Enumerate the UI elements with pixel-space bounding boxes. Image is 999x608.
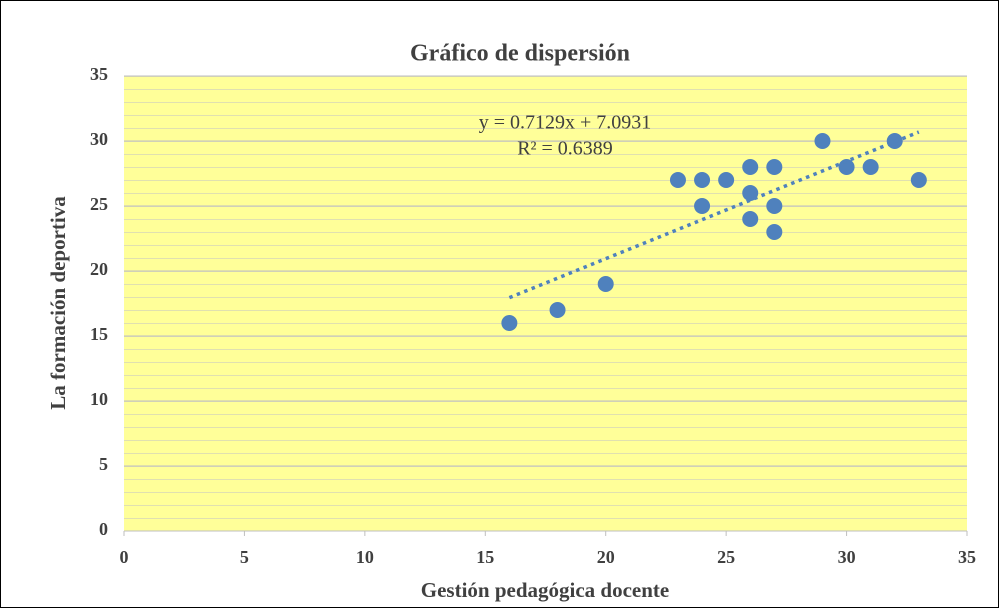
point [501,315,518,331]
y-tick-label: 35 [90,64,108,84]
point [694,198,711,214]
point [718,172,735,188]
y-tick-label: 25 [90,194,108,214]
trendline-r2: R² = 0.6389 [517,138,613,160]
point [597,276,614,292]
x-tick-label: 10 [356,547,374,567]
point [814,133,831,149]
point [838,159,855,175]
point [669,172,686,188]
x-axis-label: Gestión pedagógica docente [421,578,669,602]
minor-grid [124,76,967,531]
y-tick-label: 0 [99,519,108,539]
point [549,302,566,318]
x-tick-label: 5 [240,547,249,567]
x-tick-label: 25 [717,547,735,567]
point [862,159,879,175]
x-tick-label: 15 [476,547,494,567]
y-tick-label: 5 [99,454,108,474]
point [694,172,711,188]
chart-title: Gráfico de dispersión [410,41,630,67]
y-tick-label: 15 [90,324,108,344]
point [742,159,759,175]
point [766,224,783,240]
y-tick-label: 20 [90,259,108,279]
point [766,159,783,175]
point [766,198,783,214]
y-axis-label: La formación deportiva [46,196,70,410]
y-tick-label: 10 [90,389,108,409]
point [886,133,903,149]
x-tick-label: 20 [597,547,615,567]
y-tick-label: 30 [90,129,108,149]
x-tick-label: 0 [120,547,129,567]
trendline [508,130,920,300]
point [910,172,927,188]
point [742,211,759,227]
trendline-equation: y = 0.7129x + 7.0931 [479,112,652,134]
x-tick-label: 30 [838,547,856,567]
x-tick-label: 35 [958,547,976,567]
